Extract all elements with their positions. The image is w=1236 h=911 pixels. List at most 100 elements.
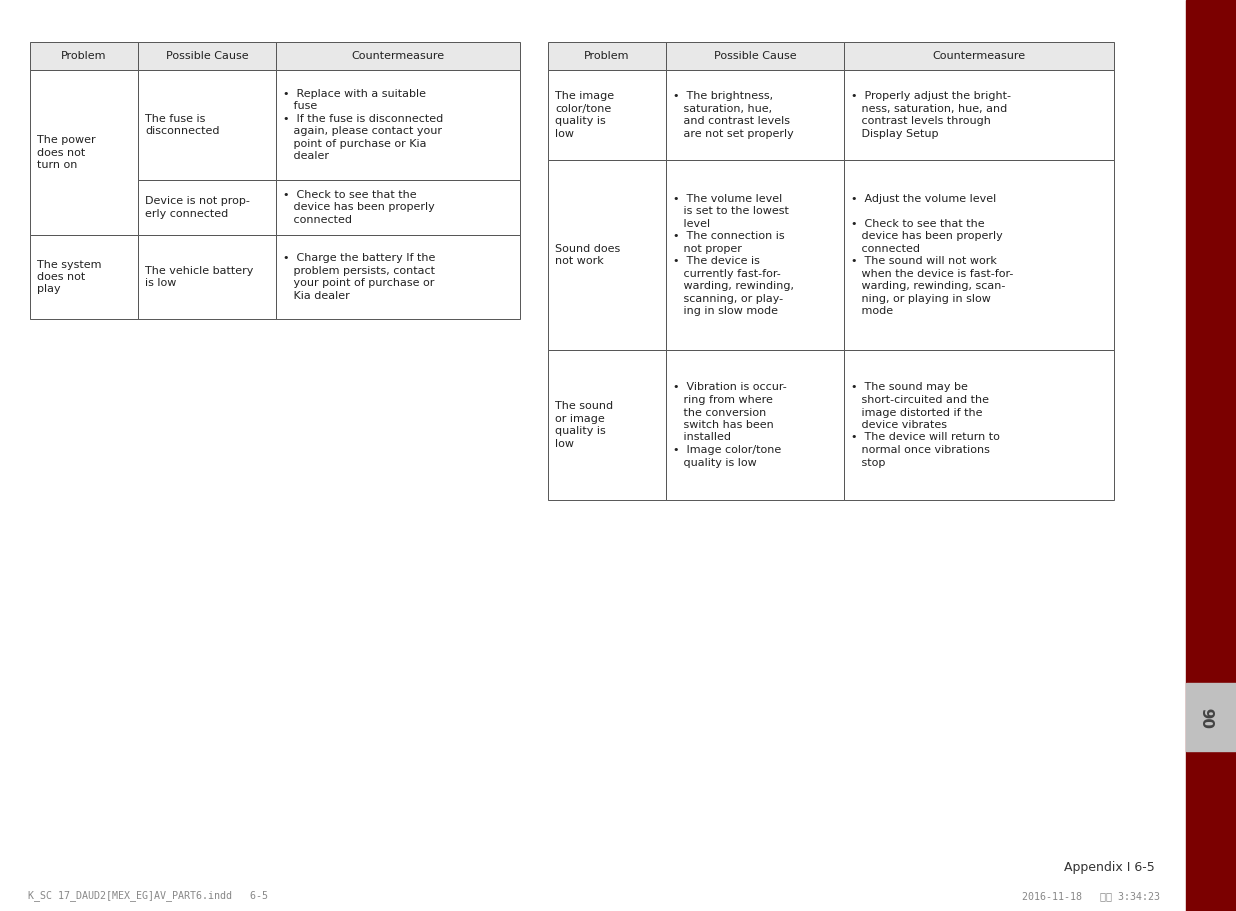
Bar — [666, 350, 844, 500]
Text: play: play — [37, 284, 61, 294]
Bar — [30, 235, 138, 319]
Text: your point of purchase or: your point of purchase or — [283, 278, 434, 288]
Text: is set to the lowest: is set to the lowest — [672, 206, 789, 216]
Text: Possible Cause: Possible Cause — [713, 51, 796, 61]
Bar — [666, 70, 844, 160]
Text: low: low — [555, 128, 574, 138]
Text: •  The sound may be: • The sound may be — [852, 383, 968, 393]
Text: and contrast levels: and contrast levels — [672, 117, 790, 127]
Text: 2016-11-18   오후 3:34:23: 2016-11-18 오후 3:34:23 — [1022, 891, 1161, 901]
Text: ning, or playing in slow: ning, or playing in slow — [852, 293, 991, 303]
Text: quality is low: quality is low — [672, 457, 756, 467]
Bar — [666, 160, 844, 350]
Text: erly connected: erly connected — [145, 209, 229, 219]
Text: installed: installed — [672, 433, 730, 443]
Text: switch has been: switch has been — [672, 420, 774, 430]
Text: ring from where: ring from where — [672, 395, 772, 405]
Text: turn on: turn on — [37, 160, 78, 170]
Text: The system: The system — [37, 260, 101, 270]
Bar — [844, 350, 1114, 500]
Bar — [30, 42, 138, 70]
Bar — [548, 70, 666, 160]
Text: •  Properly adjust the bright-: • Properly adjust the bright- — [852, 91, 1011, 101]
Text: Possible Cause: Possible Cause — [166, 51, 248, 61]
Text: color/tone: color/tone — [555, 104, 612, 114]
Text: The image: The image — [555, 91, 614, 101]
Text: scanning, or play-: scanning, or play- — [672, 293, 784, 303]
Bar — [666, 42, 844, 70]
Text: again, please contact your: again, please contact your — [283, 127, 442, 137]
Text: the conversion: the conversion — [672, 407, 766, 417]
Text: •  Adjust the volume level: • Adjust the volume level — [852, 194, 996, 204]
Text: The vehicle battery: The vehicle battery — [145, 266, 253, 276]
Text: Appendix I 6-5: Appendix I 6-5 — [1064, 862, 1154, 875]
Bar — [138, 180, 276, 235]
Text: Sound does: Sound does — [555, 244, 620, 254]
Text: •  The device is: • The device is — [672, 256, 760, 266]
Text: The sound: The sound — [555, 401, 613, 411]
Text: is low: is low — [145, 278, 177, 288]
Text: short-circuited and the: short-circuited and the — [852, 395, 989, 405]
Text: •  The brightness,: • The brightness, — [672, 91, 774, 101]
Bar — [276, 42, 520, 70]
Text: ness, saturation, hue, and: ness, saturation, hue, and — [852, 104, 1007, 114]
Bar — [276, 235, 520, 319]
Text: warding, rewinding,: warding, rewinding, — [672, 281, 794, 292]
Text: Display Setup: Display Setup — [852, 128, 938, 138]
Text: contrast levels through: contrast levels through — [852, 117, 991, 127]
Text: device has been properly: device has been properly — [283, 202, 435, 212]
Text: •  The sound will not work: • The sound will not work — [852, 256, 997, 266]
Text: disconnected: disconnected — [145, 127, 220, 137]
Bar — [138, 70, 276, 180]
Bar — [548, 350, 666, 500]
Text: fuse: fuse — [283, 101, 318, 111]
Text: Countermeasure: Countermeasure — [351, 51, 445, 61]
Text: Problem: Problem — [62, 51, 106, 61]
Text: are not set properly: are not set properly — [672, 128, 794, 138]
Text: image distorted if the: image distorted if the — [852, 407, 983, 417]
Text: Device is not prop-: Device is not prop- — [145, 196, 250, 206]
Text: ing in slow mode: ing in slow mode — [672, 306, 777, 316]
Text: •  Vibration is occur-: • Vibration is occur- — [672, 383, 787, 393]
Bar — [276, 180, 520, 235]
Text: •  If the fuse is disconnected: • If the fuse is disconnected — [283, 114, 444, 124]
Text: connected: connected — [283, 215, 352, 225]
Text: •  The device will return to: • The device will return to — [852, 433, 1000, 443]
Text: connected: connected — [852, 244, 920, 254]
Text: •  The volume level: • The volume level — [672, 194, 782, 204]
Text: K_SC 17_DAUD2[MEX_EG]AV_PART6.indd   6-5: K_SC 17_DAUD2[MEX_EG]AV_PART6.indd 6-5 — [28, 891, 268, 902]
Bar — [844, 42, 1114, 70]
Bar — [548, 160, 666, 350]
Text: warding, rewinding, scan-: warding, rewinding, scan- — [852, 281, 1005, 292]
Text: stop: stop — [852, 457, 885, 467]
Text: quality is: quality is — [555, 426, 606, 436]
Text: Problem: Problem — [585, 51, 630, 61]
Text: 06: 06 — [1204, 706, 1219, 728]
Text: normal once vibrations: normal once vibrations — [852, 445, 990, 455]
Text: or image: or image — [555, 414, 604, 424]
Text: The power: The power — [37, 135, 95, 145]
Text: when the device is fast-for-: when the device is fast-for- — [852, 269, 1014, 279]
Bar — [548, 42, 666, 70]
Text: •  Check to see that the: • Check to see that the — [283, 190, 417, 200]
Text: level: level — [672, 219, 711, 229]
Bar — [844, 160, 1114, 350]
Bar — [138, 235, 276, 319]
Text: device has been properly: device has been properly — [852, 231, 1002, 241]
Bar — [1187, 0, 1236, 911]
Text: •  Replace with a suitable: • Replace with a suitable — [283, 88, 426, 98]
Text: low: low — [555, 439, 574, 449]
Bar — [1187, 683, 1236, 751]
Text: mode: mode — [852, 306, 894, 316]
Text: dealer: dealer — [283, 151, 329, 161]
Text: not proper: not proper — [672, 244, 742, 254]
Text: •  The connection is: • The connection is — [672, 231, 785, 241]
Text: problem persists, contact: problem persists, contact — [283, 266, 435, 276]
Text: •  Charge the battery If the: • Charge the battery If the — [283, 253, 435, 263]
Text: saturation, hue,: saturation, hue, — [672, 104, 772, 114]
Text: device vibrates: device vibrates — [852, 420, 947, 430]
Bar — [138, 42, 276, 70]
Bar — [276, 70, 520, 180]
Bar — [30, 70, 138, 235]
Text: not work: not work — [555, 256, 603, 266]
